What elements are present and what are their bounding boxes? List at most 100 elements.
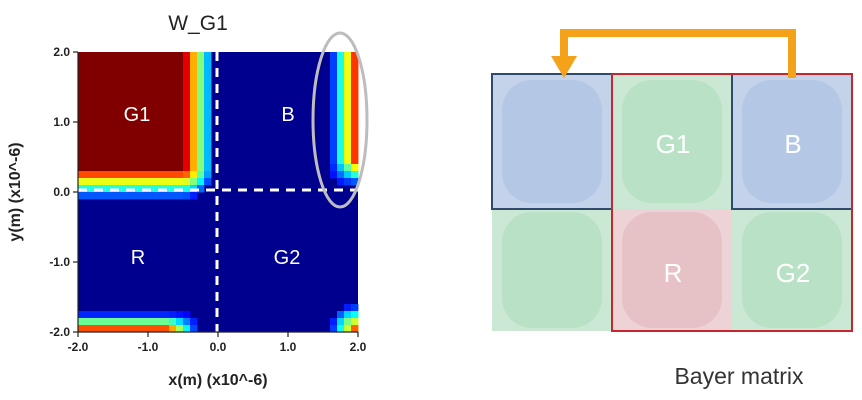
heat-cell: [344, 66, 352, 74]
heat-cell: [155, 164, 163, 172]
heat-cell: [92, 178, 100, 186]
heat-cell: [78, 115, 86, 123]
heat-cell: [204, 164, 212, 172]
heat-cell: [169, 185, 177, 193]
heat-cell: [183, 185, 191, 193]
heat-cell: [197, 94, 205, 102]
heat-cell: [78, 150, 86, 158]
x-axis-label: x(m) (x10^-6): [168, 372, 267, 389]
heat-cell: [162, 192, 170, 200]
orange-arrow: [551, 29, 796, 78]
heat-cell: [337, 94, 345, 102]
heat-cell: [337, 80, 345, 88]
heat-cell: [92, 101, 100, 109]
heat-cell: [169, 143, 177, 151]
heat-cell: [197, 73, 205, 81]
heat-cell: [99, 164, 107, 172]
heat-cell: [141, 157, 149, 165]
heat-cell: [204, 178, 212, 186]
x-tick-label: 2.0: [350, 340, 367, 354]
heat-cell: [162, 73, 170, 81]
heat-cell: [78, 325, 86, 333]
heat-cell: [183, 129, 191, 137]
heat-cell: [120, 94, 128, 102]
heat-cell: [155, 80, 163, 88]
heat-cell: [78, 192, 86, 200]
heat-cell: [85, 115, 93, 123]
heat-cell: [106, 66, 114, 74]
heat-cell: [197, 136, 205, 144]
heat-cell: [78, 129, 86, 137]
heat-cell: [106, 157, 114, 165]
heat-cell: [148, 52, 156, 60]
heat-cell: [99, 87, 107, 95]
heat-cell: [113, 143, 121, 151]
heat-cell: [92, 80, 100, 88]
heat-cell: [183, 143, 191, 151]
heat-cell: [155, 87, 163, 95]
heat-cell: [85, 94, 93, 102]
heat-cell: [106, 80, 114, 88]
heat-cell: [183, 115, 191, 123]
heat-cell: [99, 101, 107, 109]
heat-cell: [113, 157, 121, 165]
heat-cell: [141, 108, 149, 116]
heat-cell: [351, 52, 359, 60]
heat-cell: [190, 136, 198, 144]
heat-cell: [85, 143, 93, 151]
heat-cell: [183, 59, 191, 67]
heat-cell: [183, 80, 191, 88]
heat-cell: [162, 80, 170, 88]
heat-cell: [344, 171, 352, 179]
heat-cell: [204, 59, 212, 67]
heat-cell: [204, 94, 212, 102]
heat-cell: [155, 171, 163, 179]
heat-cell: [99, 157, 107, 165]
heat-cell: [190, 115, 198, 123]
heat-cell: [351, 101, 359, 109]
heat-cell: [127, 122, 135, 130]
heat-cell: [120, 178, 128, 186]
heat-cell: [99, 94, 107, 102]
heat-cell: [351, 66, 359, 74]
heat-cell: [141, 80, 149, 88]
heat-cell: [99, 171, 107, 179]
heat-cell: [99, 73, 107, 81]
heat-cell: [120, 115, 128, 123]
heat-cell: [351, 108, 359, 116]
y-tick-label: 1.0: [53, 115, 70, 129]
heat-cell: [162, 171, 170, 179]
x-tick-label: 0.0: [210, 340, 227, 354]
heat-cell: [190, 52, 198, 60]
heat-cell: [113, 192, 121, 200]
heat-cell: [99, 52, 107, 60]
heat-cell: [344, 178, 352, 186]
heat-cell: [344, 122, 352, 130]
heat-cell: [183, 87, 191, 95]
heat-cell: [344, 73, 352, 81]
heat-cell: [337, 325, 345, 333]
heat-cell: [162, 87, 170, 95]
heat-cell: [134, 157, 142, 165]
heat-cell: [148, 164, 156, 172]
bayer-cell-b: B: [732, 74, 852, 209]
heat-cell: [113, 66, 121, 74]
heat-cell: [337, 66, 345, 74]
heat-cell: [85, 66, 93, 74]
heat-cell: [169, 325, 177, 333]
heat-cell: [351, 143, 359, 151]
heat-cell: [197, 115, 205, 123]
bayer-label-r: R: [664, 258, 683, 288]
heat-cell: [183, 325, 191, 333]
heat-cell: [183, 164, 191, 172]
heat-cell: [148, 59, 156, 67]
heat-cell: [148, 115, 156, 123]
heat-cell: [141, 192, 149, 200]
heat-cell: [141, 52, 149, 60]
heat-cell: [106, 143, 114, 151]
heat-cell: [183, 157, 191, 165]
heat-cell: [120, 129, 128, 137]
heat-cell: [197, 122, 205, 130]
heat-cell: [183, 311, 191, 319]
x-tick-label: 1.0: [280, 340, 297, 354]
